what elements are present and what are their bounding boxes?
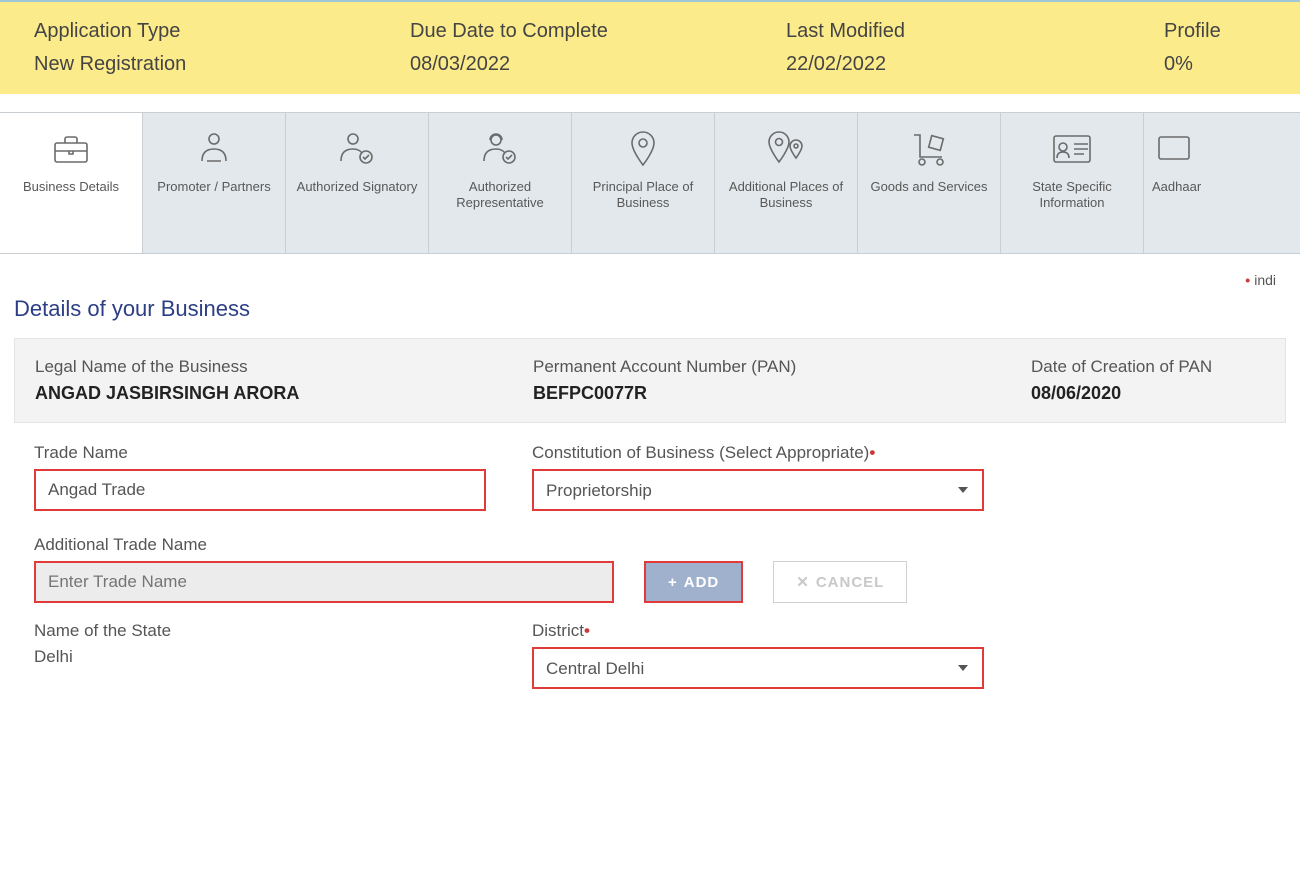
addl-trade-input[interactable] bbox=[34, 561, 614, 603]
state-group: Name of the State Delhi bbox=[34, 621, 532, 689]
last-modified-col: Last Modified 22/02/2022 bbox=[786, 20, 1164, 76]
trolley-icon bbox=[866, 123, 992, 175]
tab-label: Business Details bbox=[8, 179, 134, 195]
state-district-row: Name of the State Delhi District• Centra… bbox=[0, 603, 1300, 689]
constitution-select[interactable]: Proprietorship bbox=[532, 469, 984, 511]
tab-goods-services[interactable]: Goods and Services bbox=[858, 113, 1001, 253]
tab-label: Goods and Services bbox=[866, 179, 992, 195]
tab-authorized-representative[interactable]: Authorized Representative bbox=[429, 113, 572, 253]
asterisk-icon: • bbox=[1245, 272, 1250, 288]
location-pins-icon bbox=[723, 123, 849, 175]
due-date-col: Due Date to Complete 08/03/2022 bbox=[410, 20, 786, 76]
last-modified-label: Last Modified bbox=[786, 20, 1164, 43]
add-button[interactable]: + ADD bbox=[644, 561, 743, 603]
legal-name-col: Legal Name of the Business ANGAD JASBIRS… bbox=[35, 357, 533, 404]
tab-label: Additional Places of Business bbox=[723, 179, 849, 212]
card-icon bbox=[1152, 123, 1196, 175]
tab-label: Authorized Representative bbox=[437, 179, 563, 212]
tab-promoter-partners[interactable]: Promoter / Partners bbox=[143, 113, 286, 253]
tab-aadhaar-auth[interactable]: Aadhaar Authentication bbox=[1144, 113, 1204, 253]
legal-name-value: ANGAD JASBIRSINGH ARORA bbox=[35, 383, 533, 404]
tab-label: Principal Place of Business bbox=[580, 179, 706, 212]
tab-authorized-signatory[interactable]: Authorized Signatory bbox=[286, 113, 429, 253]
state-value: Delhi bbox=[34, 647, 532, 667]
summary-banner: Application Type New Registration Due Da… bbox=[0, 0, 1300, 94]
addl-trade-label: Additional Trade Name bbox=[34, 535, 1286, 555]
district-group: District• Central Delhi bbox=[532, 621, 1030, 689]
profile-label: Profile bbox=[1164, 20, 1266, 43]
pan-date-value: 08/06/2020 bbox=[1031, 383, 1265, 404]
close-icon: ✕ bbox=[796, 573, 810, 591]
pan-value: BEFPC0077R bbox=[533, 383, 1031, 404]
tab-label: Authorized Signatory bbox=[294, 179, 420, 195]
section-title: Details of your Business bbox=[0, 288, 1300, 332]
pan-date-label: Date of Creation of PAN bbox=[1031, 357, 1265, 377]
state-label: Name of the State bbox=[34, 621, 532, 641]
tab-principal-place[interactable]: Principal Place of Business bbox=[572, 113, 715, 253]
person-icon bbox=[151, 123, 277, 175]
tab-business-details[interactable]: Business Details bbox=[0, 113, 143, 253]
add-button-label: ADD bbox=[684, 574, 720, 591]
constitution-label: Constitution of Business (Select Appropr… bbox=[532, 443, 1030, 463]
pan-date-col: Date of Creation of PAN 08/06/2020 bbox=[1031, 357, 1265, 404]
person-headset-check-icon bbox=[437, 123, 563, 175]
app-type-value: New Registration bbox=[34, 53, 410, 76]
cancel-button[interactable]: ✕ CANCEL bbox=[773, 561, 907, 603]
trade-name-input[interactable] bbox=[34, 469, 486, 511]
constitution-group: Constitution of Business (Select Appropr… bbox=[532, 443, 1030, 511]
tab-additional-places[interactable]: Additional Places of Business bbox=[715, 113, 858, 253]
pan-col: Permanent Account Number (PAN) BEFPC0077… bbox=[533, 357, 1031, 404]
trade-name-label: Trade Name bbox=[34, 443, 532, 463]
pan-label: Permanent Account Number (PAN) bbox=[533, 357, 1031, 377]
tab-label: State Specific Information bbox=[1009, 179, 1135, 212]
cancel-button-label: CANCEL bbox=[816, 574, 885, 591]
additional-trade-row: Additional Trade Name + ADD ✕ CANCEL bbox=[0, 511, 1300, 603]
mandatory-note: •indi bbox=[0, 254, 1300, 288]
id-card-icon bbox=[1009, 123, 1135, 175]
due-date-value: 08/03/2022 bbox=[410, 53, 786, 76]
tab-state-specific[interactable]: State Specific Information bbox=[1001, 113, 1144, 253]
briefcase-icon bbox=[8, 123, 134, 175]
app-type-col: Application Type New Registration bbox=[34, 20, 410, 76]
mandatory-text: indi bbox=[1254, 272, 1276, 288]
plus-icon: + bbox=[668, 574, 678, 591]
wizard-tabs: Business Details Promoter / Partners Aut… bbox=[0, 112, 1300, 254]
person-check-icon bbox=[294, 123, 420, 175]
legal-name-label: Legal Name of the Business bbox=[35, 357, 533, 377]
app-type-label: Application Type bbox=[34, 20, 410, 43]
district-select[interactable]: Central Delhi bbox=[532, 647, 984, 689]
business-info-block: Legal Name of the Business ANGAD JASBIRS… bbox=[14, 338, 1286, 423]
tab-label: Promoter / Partners bbox=[151, 179, 277, 195]
trade-name-group: Trade Name bbox=[34, 443, 532, 511]
district-label: District• bbox=[532, 621, 1030, 641]
profile-value: 0% bbox=[1164, 53, 1266, 76]
due-date-label: Due Date to Complete bbox=[410, 20, 786, 43]
location-pin-icon bbox=[580, 123, 706, 175]
form-row-1: Trade Name Constitution of Business (Sel… bbox=[0, 423, 1300, 511]
last-modified-value: 22/02/2022 bbox=[786, 53, 1164, 76]
tab-label: Aadhaar Authentication bbox=[1152, 179, 1196, 195]
profile-col: Profile 0% bbox=[1164, 20, 1266, 76]
